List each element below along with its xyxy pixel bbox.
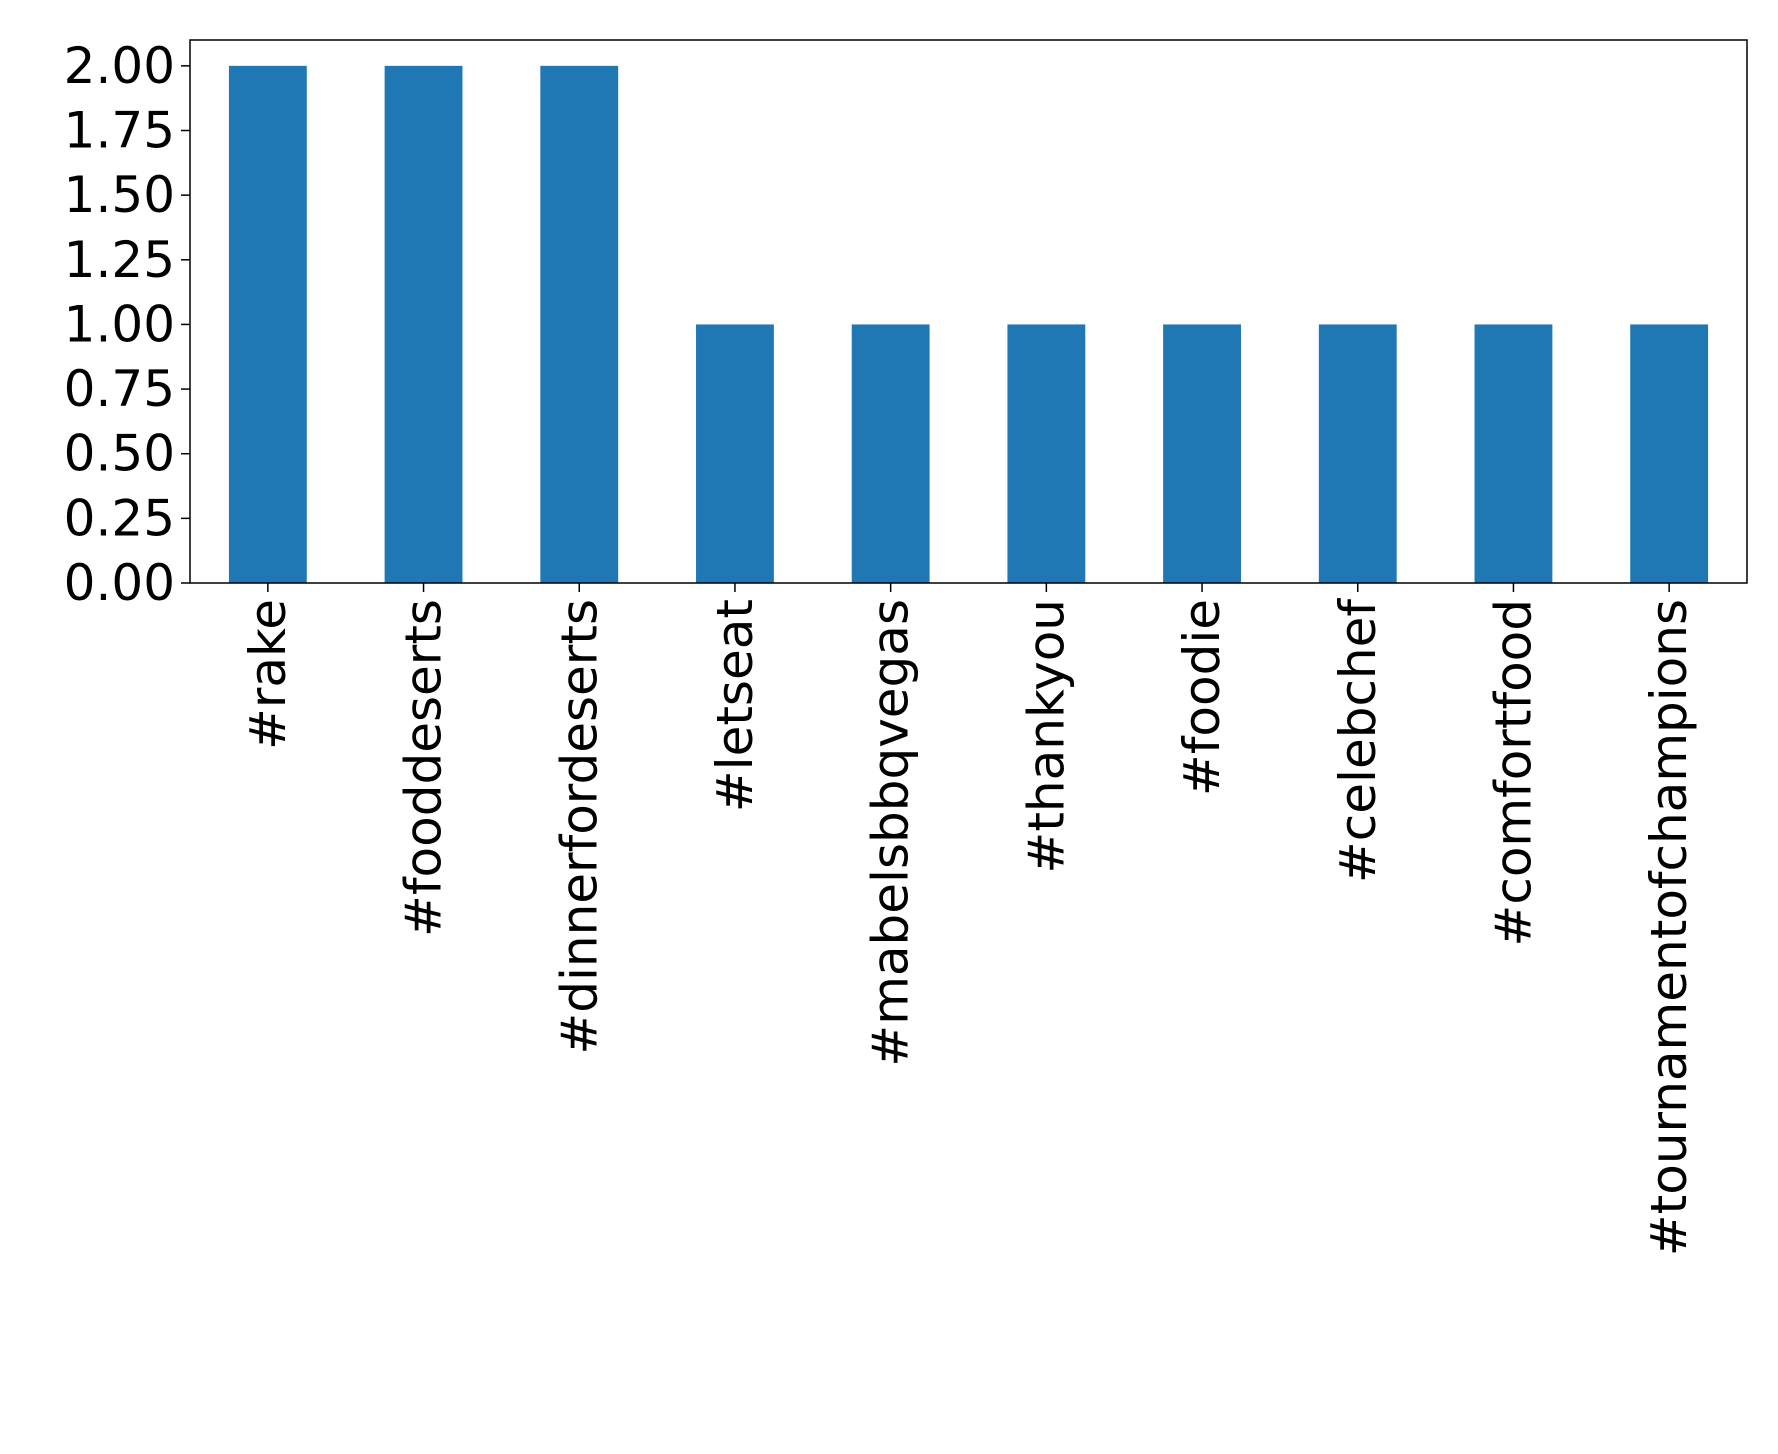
- y-tick-label: 0.25: [64, 489, 175, 547]
- bar-foodie: [1163, 324, 1241, 583]
- x-tick-label: #celebchef: [1329, 598, 1387, 883]
- bar-celebchef: [1318, 324, 1397, 583]
- bar-fooddeserts: [384, 65, 463, 584]
- y-axis: 0.00 0.25 0.50 0.75 1.00 1.25 1.50 1.75 2.00: [64, 37, 190, 612]
- x-tick-label: #rake: [239, 599, 297, 750]
- plot-frame: [189, 39, 1748, 584]
- x-tick-label: #letseat: [706, 599, 764, 812]
- x-tick-label: #comfortfood: [1484, 599, 1542, 947]
- x-axis: #rake #fooddeserts #dinnerfordeserts #letse…: [239, 583, 1698, 1256]
- y-tick-label: 1.50: [64, 166, 175, 224]
- bars-layer: [228, 65, 1709, 584]
- x-tick-label: #tournamentofchampions: [1640, 599, 1698, 1256]
- x-tick-label: #fooddeserts: [395, 599, 453, 937]
- bar-letseat: [696, 324, 774, 583]
- bar-thankyou: [1007, 324, 1086, 583]
- bar-comfortfood: [1474, 324, 1553, 583]
- bar-mabelsbbqvegas: [851, 324, 930, 583]
- x-tick-label: #mabelsbbqvegas: [862, 599, 920, 1067]
- x-tick-label: #foodie: [1173, 599, 1231, 796]
- y-tick-label: 1.25: [64, 231, 175, 289]
- x-tick-label: #dinnerfordeserts: [550, 599, 608, 1055]
- y-tick-label: 0.75: [64, 360, 175, 418]
- y-tick-label: 0.50: [64, 425, 175, 483]
- y-tick-label: 2.00: [64, 37, 175, 95]
- bar-rake: [228, 65, 307, 584]
- x-tick-label: #thankyou: [1017, 599, 1075, 874]
- bar-tournamentofchampions: [1630, 324, 1709, 583]
- y-tick-label: 1.00: [64, 295, 175, 353]
- y-tick-label: 0.00: [64, 554, 175, 612]
- y-tick-label: 1.75: [64, 102, 175, 160]
- bar-dinnerfordeserts: [540, 65, 619, 584]
